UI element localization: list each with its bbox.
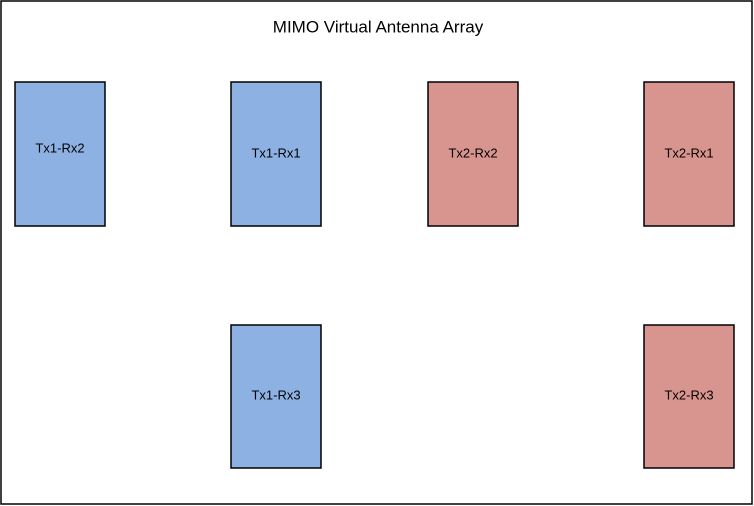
element-box	[427, 81, 519, 227]
antenna: Tx2-Rx1	[643, 81, 735, 227]
antenna: Tx2-Rx2	[427, 81, 519, 227]
element-label: Tx1-Rx2	[35, 140, 84, 155]
element-box	[230, 81, 322, 227]
element-label: Tx1-Rx1	[251, 145, 300, 160]
element-label: Tx2-Rx3	[664, 387, 713, 402]
element-label: Tx1-Rx3	[251, 387, 300, 402]
element-box	[643, 324, 735, 469]
element-box	[230, 324, 322, 469]
element-label: Tx2-Rx1	[664, 145, 713, 160]
element-box	[14, 81, 106, 227]
antenna: Tx1-Rx3	[230, 324, 322, 469]
element-box	[643, 81, 735, 227]
element-label: Tx2-Rx2	[448, 145, 497, 160]
title: MIMO Virtual Antenna Array	[273, 17, 484, 36]
antenna: Tx2-Rx3	[643, 324, 735, 469]
antenna: Tx1-Rx2	[14, 81, 106, 227]
antenna: Tx1-Rx1	[230, 81, 322, 227]
